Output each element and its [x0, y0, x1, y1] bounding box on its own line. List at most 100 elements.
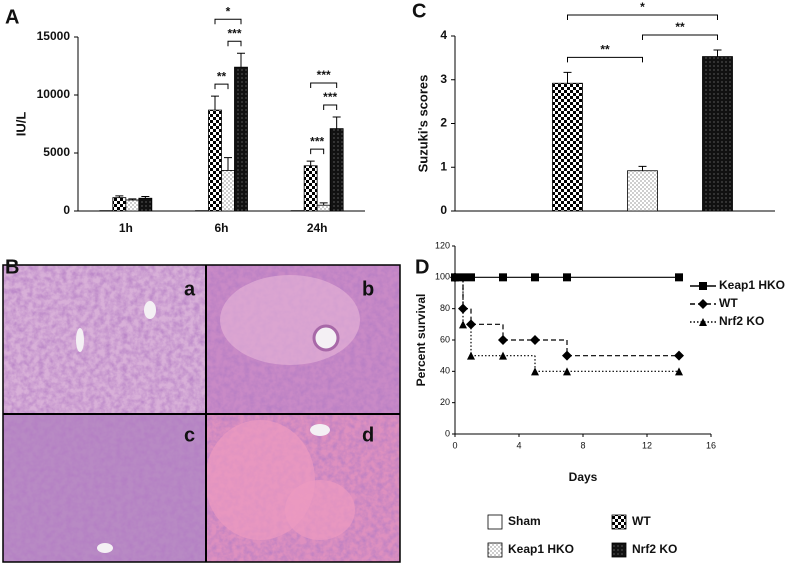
legend-swatch [487, 514, 503, 530]
x-tick-label: 24h [307, 221, 328, 235]
y-tick-label: 0 [440, 203, 447, 217]
significance-bracket [214, 83, 229, 90]
significance-bracket [227, 40, 242, 47]
legend-marker [699, 282, 707, 290]
y-tick-label: 4 [440, 28, 447, 42]
marker [675, 367, 683, 376]
error-bar [319, 202, 328, 206]
y-axis-label: Percent survival [414, 294, 428, 387]
x-axis-label: Days [569, 470, 598, 484]
vessel [144, 301, 156, 319]
significance-label: *** [310, 134, 324, 148]
panel-label: A [5, 6, 19, 28]
significance-label: * [640, 0, 645, 14]
bar [221, 169, 235, 212]
error-bar [211, 95, 219, 111]
significance-label: *** [323, 90, 337, 104]
y-tick-label: 80 [440, 303, 450, 313]
marker [459, 320, 467, 329]
bar [125, 199, 140, 212]
bar [552, 82, 583, 212]
y-tick-label: 0 [445, 428, 450, 438]
significance-bracket [323, 104, 338, 111]
panel-label: D [415, 256, 429, 278]
y-axis-label: Suzuki's scores [415, 75, 430, 173]
marker [458, 303, 468, 314]
error-bar [306, 160, 315, 166]
y-tick-label: 3 [440, 72, 447, 86]
y-tick-label: 100 [435, 272, 450, 282]
y-tick-label: 20 [440, 397, 450, 407]
bar [316, 204, 331, 212]
y-tick-label: 5000 [43, 145, 70, 159]
subpanel-label: b [362, 278, 374, 300]
significance-bracket [567, 14, 718, 20]
bar [208, 109, 222, 212]
marker [675, 273, 683, 282]
marker [499, 351, 507, 360]
vessel [97, 543, 113, 553]
significance-bracket [310, 82, 338, 89]
legend-swatch [611, 514, 627, 530]
marker [563, 367, 571, 376]
necrosis [220, 275, 360, 365]
legend-swatch [611, 542, 627, 558]
x-tick-label: 6h [214, 221, 228, 235]
panel-label: B [5, 256, 19, 278]
bar [138, 197, 153, 212]
y-tick-label: 40 [440, 366, 450, 376]
marker [467, 351, 475, 360]
marker [562, 350, 572, 361]
vessel [310, 424, 330, 436]
error-bar [563, 71, 572, 84]
significance-label: ** [675, 20, 685, 34]
marker [467, 273, 475, 282]
significance-label: *** [227, 26, 241, 40]
significance-label: *** [317, 68, 331, 82]
significance-label: ** [600, 42, 610, 56]
legend-label: Keap1 HKO [508, 542, 574, 556]
significance-bracket [642, 34, 718, 40]
legend-label: Keap1 HKO [719, 278, 785, 292]
y-tick-label: 120 [435, 240, 450, 250]
legend-label: Nrf2 KO [632, 542, 677, 556]
marker [498, 335, 508, 345]
bar [702, 56, 733, 212]
vessel [76, 328, 84, 352]
y-tick-label: 10000 [37, 87, 71, 101]
marker [451, 273, 459, 282]
histology-panel: B a b c d [2, 256, 401, 563]
error-bar [141, 196, 150, 199]
frame [2, 264, 401, 563]
necrosis [285, 480, 355, 540]
legend-swatch [487, 542, 503, 558]
y-tick-label: 60 [440, 334, 450, 344]
x-tick-label: 16 [706, 440, 716, 450]
bar [112, 197, 127, 212]
x-tick-label: 4 [516, 440, 521, 450]
error-bar [237, 52, 245, 68]
legend-marker [698, 299, 708, 309]
significance-label: * [226, 4, 231, 18]
bar [234, 66, 248, 212]
bar [329, 128, 344, 212]
error-bar [115, 195, 124, 198]
significance-bracket [310, 148, 325, 155]
x-tick-label: 0 [452, 440, 457, 450]
marker [499, 273, 507, 282]
y-axis-label: IU/L [13, 112, 28, 137]
bar [303, 165, 318, 212]
subpanel-label: a [184, 278, 196, 300]
x-tick-label: 1h [119, 221, 133, 235]
subpanel-label: c [184, 424, 195, 446]
legend-label: WT [632, 514, 651, 528]
marker [674, 350, 684, 361]
y-tick-label: 0 [63, 203, 70, 217]
error-bar [128, 198, 137, 200]
error-bar [224, 157, 232, 171]
panel-label: C [412, 0, 426, 22]
legend-label: Nrf2 KO [719, 314, 764, 328]
y-tick-label: 2 [440, 116, 447, 130]
bar [627, 170, 658, 212]
